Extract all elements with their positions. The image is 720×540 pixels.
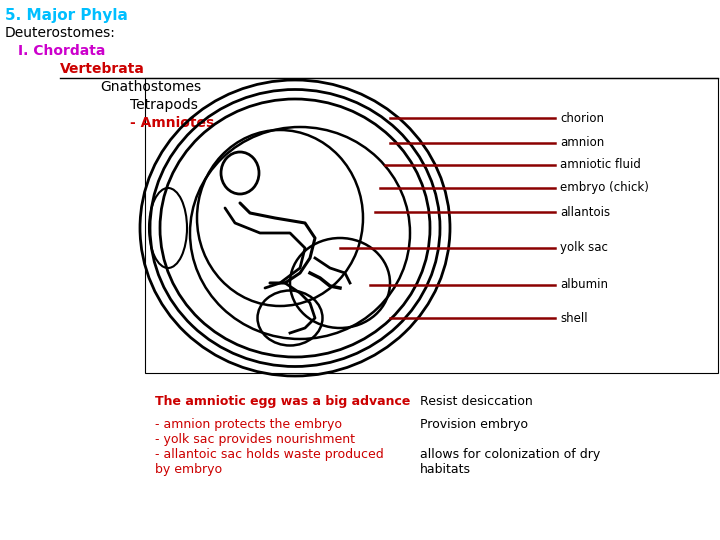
Text: Gnathostomes: Gnathostomes	[100, 80, 201, 94]
Text: I. Chordata: I. Chordata	[18, 44, 105, 58]
Text: - allantoic sac holds waste produced: - allantoic sac holds waste produced	[155, 448, 384, 461]
Text: Resist desiccation: Resist desiccation	[420, 395, 533, 408]
Text: shell: shell	[560, 312, 588, 325]
Text: Vertebrata: Vertebrata	[60, 62, 145, 76]
Text: embryo (chick): embryo (chick)	[560, 181, 649, 194]
Text: allantois: allantois	[560, 206, 610, 219]
Text: habitats: habitats	[420, 463, 471, 476]
Text: The amniotic egg was a big advance: The amniotic egg was a big advance	[155, 395, 410, 408]
Text: Tetrapods: Tetrapods	[130, 98, 198, 112]
Text: Provision embryo: Provision embryo	[420, 418, 528, 431]
Text: Deuterostomes:: Deuterostomes:	[5, 26, 116, 40]
Text: amnion: amnion	[560, 137, 604, 150]
Text: chorion: chorion	[560, 111, 604, 125]
Text: albumin: albumin	[560, 279, 608, 292]
Text: - Amniotes: - Amniotes	[130, 116, 215, 130]
Text: - yolk sac provides nourishment: - yolk sac provides nourishment	[155, 433, 355, 446]
Bar	[145, 78, 718, 373]
Text: amniotic fluid: amniotic fluid	[560, 159, 641, 172]
Text: 5. Major Phyla: 5. Major Phyla	[5, 8, 128, 23]
Text: - amnion protects the embryo: - amnion protects the embryo	[155, 418, 342, 431]
Text: by embryo: by embryo	[155, 463, 222, 476]
Text: allows for colonization of dry: allows for colonization of dry	[420, 448, 600, 461]
Text: yolk sac: yolk sac	[560, 241, 608, 254]
